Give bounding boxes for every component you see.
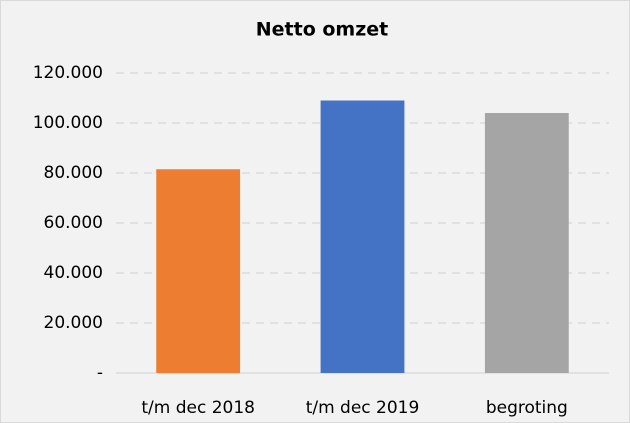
- bar: [156, 169, 241, 373]
- x-tick-label: t/m dec 2018: [141, 398, 255, 418]
- y-tick-label: 60.000: [44, 213, 103, 233]
- y-tick-label: 80.000: [44, 163, 103, 183]
- y-tick-label: 20.000: [44, 313, 103, 333]
- chart-title: Netto omzet: [256, 19, 389, 41]
- y-tick-label: 100.000: [33, 113, 103, 133]
- x-tick-label: begroting: [486, 398, 568, 418]
- bar: [320, 100, 405, 373]
- x-tick-label: t/m dec 2019: [306, 398, 420, 418]
- y-tick-label: -: [97, 363, 103, 383]
- bar: [484, 113, 569, 373]
- y-tick-label: 40.000: [44, 263, 103, 283]
- y-tick-label: 120.000: [33, 63, 103, 83]
